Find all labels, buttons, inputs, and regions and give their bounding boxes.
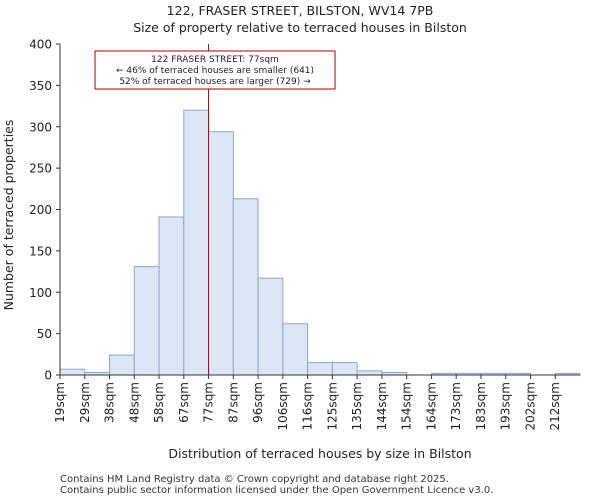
footer-line-1: Contains HM Land Registry data © Crown c… [60, 474, 449, 485]
y-tick-label: 250 [29, 162, 52, 176]
bar-77sqm [208, 131, 234, 376]
ticks-group: 0 50 100 150 200 250 300 350 400 19sqm 29sqm 38sqm 4… [29, 38, 562, 431]
y-tick-label: 200 [29, 203, 52, 217]
x-tick-label: 96sqm [251, 382, 265, 423]
x-tick-label: 58sqm [152, 382, 166, 423]
x-tick-label: 116sqm [301, 382, 315, 430]
bar-125sqm [331, 362, 358, 376]
x-tick-label: 67sqm [177, 382, 191, 423]
bar-38sqm [109, 354, 135, 376]
bar-67sqm [183, 109, 210, 376]
x-tick-label: 38sqm [103, 382, 117, 423]
bars-group [59, 109, 581, 376]
histogram-chart: 122 FRASER STREET: 77sqm← 46% of terrace… [1, 38, 581, 461]
bar-48sqm [133, 266, 160, 376]
marker-group: 122 FRASER STREET: 77sqm← 46% of terrace… [94, 44, 336, 375]
chart-title: 122, FRASER STREET, BILSTON, WV14 7PB [166, 3, 434, 18]
y-tick-label: 100 [29, 286, 52, 300]
bar-87sqm [232, 198, 259, 376]
chart-subtitle: Size of property relative to terraced ho… [133, 20, 467, 35]
x-tick-label: 144sqm [375, 382, 389, 430]
x-tick-label: 87sqm [226, 382, 240, 423]
annotation-box [94, 50, 336, 90]
x-tick-label: 48sqm [127, 382, 141, 423]
x-tick-label: 154sqm [400, 382, 414, 430]
y-tick-label: 50 [37, 327, 52, 341]
x-tick-label: 19sqm [53, 382, 67, 423]
annotation-line-1: 122 FRASER STREET: 77sqm [151, 55, 279, 65]
annotation-line-3: 52% of terraced houses are larger (729) … [119, 77, 311, 87]
bar-96sqm [257, 277, 284, 376]
x-tick-label: 77sqm [202, 382, 216, 423]
x-tick-label: 202sqm [523, 382, 537, 430]
y-tick-label: 150 [29, 244, 52, 258]
x-tick-label: 183sqm [474, 382, 488, 430]
x-axis-label: Distribution of terraced houses by size … [168, 446, 471, 461]
x-tick-label: 135sqm [350, 382, 364, 430]
bar-116sqm [307, 362, 333, 376]
x-tick-label: 164sqm [424, 382, 438, 430]
bar-135sqm [356, 370, 383, 376]
x-tick-label: 173sqm [449, 382, 463, 430]
bar-106sqm [282, 323, 309, 376]
x-tick-label: 106sqm [276, 382, 290, 430]
footer-line-2: Contains public sector information licen… [60, 485, 494, 496]
y-tick-label: 350 [29, 79, 52, 93]
bar-19sqm [59, 368, 86, 376]
x-tick-label: 193sqm [499, 382, 513, 430]
y-tick-label: 400 [29, 38, 52, 52]
x-tick-label: 29sqm [78, 382, 92, 423]
y-tick-label: 300 [29, 120, 52, 134]
y-axis-label: Number of terraced properties [1, 120, 16, 311]
x-tick-label: 125sqm [325, 382, 339, 430]
y-tick-label: 0 [44, 369, 52, 383]
annotation-line-2: ← 46% of terraced houses are smaller (64… [116, 66, 314, 76]
bar-58sqm [158, 216, 185, 376]
x-tick-label: 212sqm [548, 382, 562, 430]
